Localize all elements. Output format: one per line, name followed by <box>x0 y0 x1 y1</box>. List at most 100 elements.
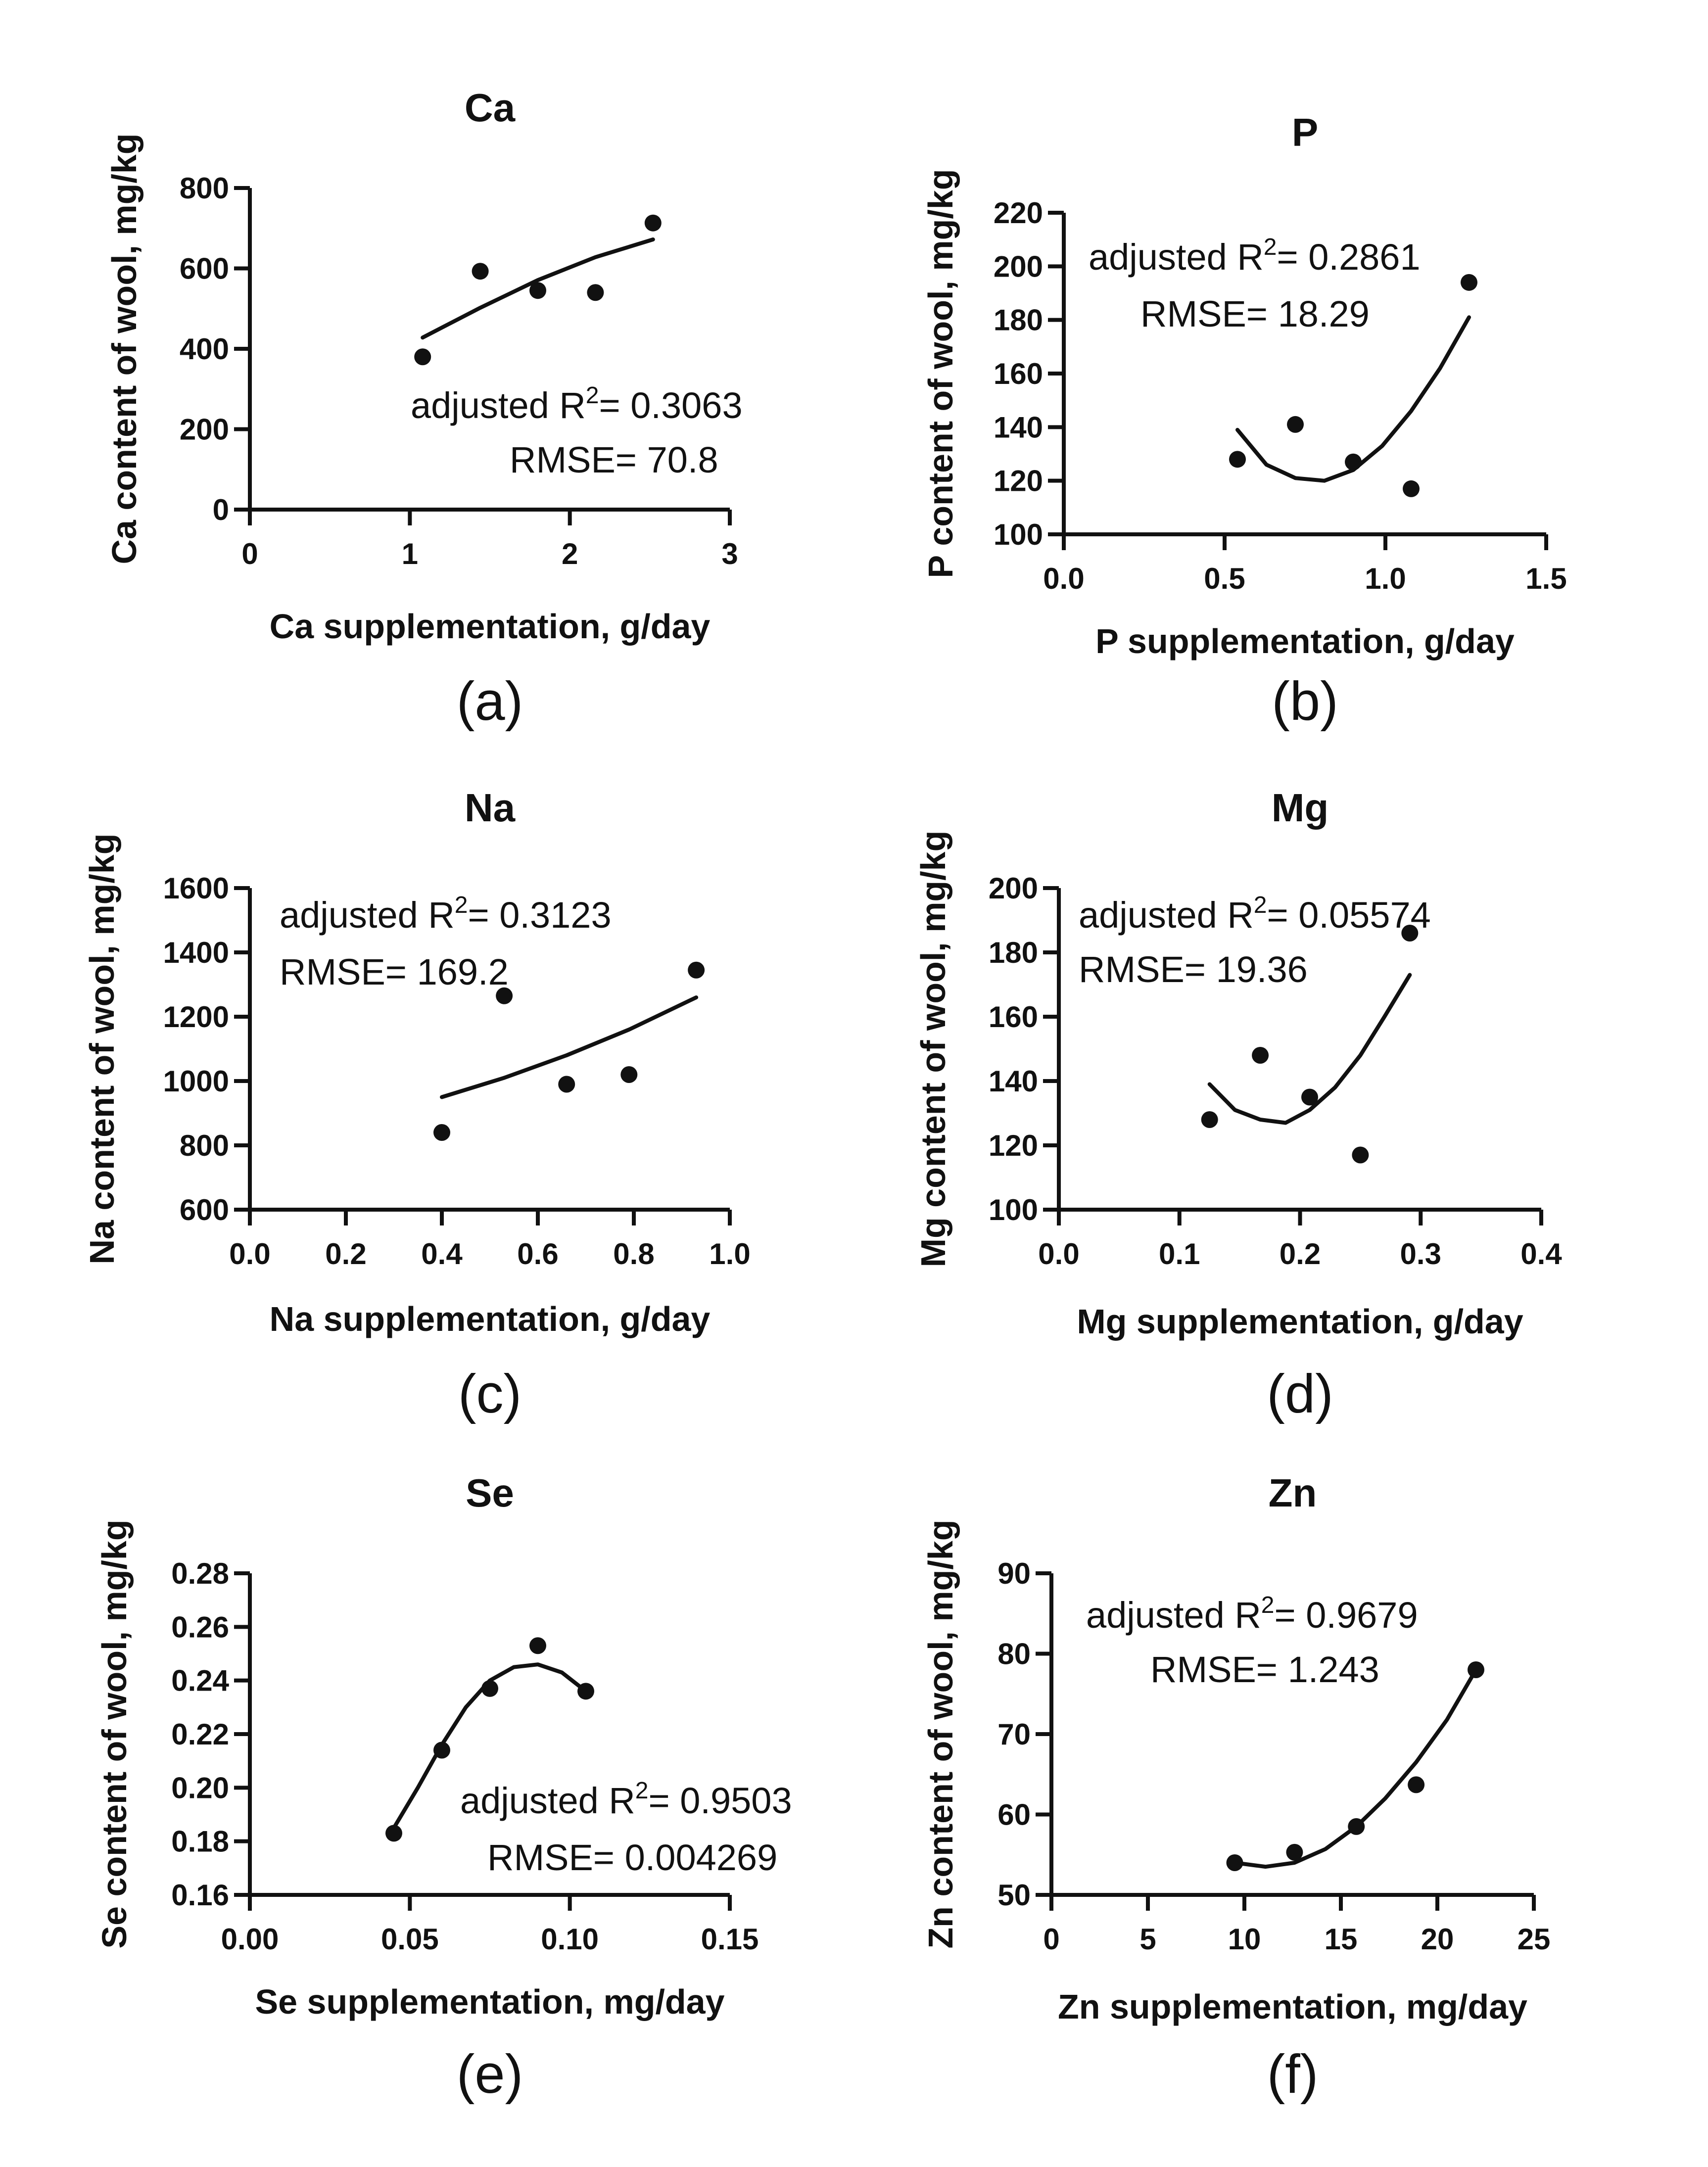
r-squared-value: = 0.05574 <box>1267 895 1430 936</box>
data-point <box>1348 1818 1365 1835</box>
x-tick-label: 0 <box>1043 1923 1059 1956</box>
fit-curve <box>1207 973 1412 1125</box>
r-squared-value: = 0.2861 <box>1277 236 1420 278</box>
chart-panel: P 100 120 140 160 180 200 220 0.0 0.5 1.0 1.5 P supp… <box>921 110 1567 732</box>
y-tick-label: 60 <box>997 1798 1031 1832</box>
x-tick-label: 15 <box>1325 1923 1358 1956</box>
r-squared-superscript: 2 <box>1254 892 1267 918</box>
rmse-annotation: RMSE= 169.2 <box>280 951 509 992</box>
y-tick-label: 400 <box>180 332 229 366</box>
y-axis-label: Se content of wool, mg/kg <box>95 1519 134 1948</box>
data-point <box>644 214 662 232</box>
x-tick-label: 0.05 <box>381 1923 439 1956</box>
data-point <box>1301 1088 1318 1106</box>
fit-curve <box>1233 1668 1478 1869</box>
data-point <box>529 1637 546 1654</box>
x-tick-label: 0.5 <box>1204 562 1245 595</box>
x-tick-label: 0.2 <box>1280 1237 1321 1271</box>
rmse-annotation: RMSE= 18.29 <box>1140 293 1370 334</box>
y-tick-label: 180 <box>989 936 1038 969</box>
data-point <box>433 1742 450 1759</box>
y-tick-label: 220 <box>994 196 1043 230</box>
panel-label: (d) <box>1267 1364 1333 1424</box>
data-point <box>1229 451 1246 468</box>
y-tick-label: 100 <box>994 518 1043 551</box>
chart-panel: Ca 0 200 400 600 800 0 1 2 3 Ca supplementation, g… <box>105 86 743 732</box>
data-point <box>558 1076 575 1093</box>
y-tick-label: 1600 <box>163 872 229 905</box>
x-tick-label: 0.3 <box>1400 1237 1441 1271</box>
x-tick-label: 1.5 <box>1525 562 1566 595</box>
x-tick-label: 3 <box>721 537 738 570</box>
data-point <box>385 1825 402 1842</box>
y-tick-label: 0 <box>213 493 229 526</box>
x-tick-label: 1.0 <box>709 1237 750 1271</box>
data-point <box>481 1680 498 1697</box>
panel-label: (e) <box>457 2044 523 2105</box>
r-squared-superscript: 2 <box>1264 234 1277 260</box>
y-tick-label: 1400 <box>163 936 229 969</box>
chart-title: Se <box>466 1471 514 1515</box>
y-tick-label: 0.20 <box>171 1771 229 1804</box>
y-axis-label: Zn content of wool, mg/kg <box>921 1519 960 1948</box>
chart-title: P <box>1292 110 1318 154</box>
y-tick-label: 0.24 <box>171 1664 229 1697</box>
r-squared-superscript: 2 <box>586 382 599 409</box>
x-tick-label: 0.8 <box>613 1237 654 1271</box>
data-point <box>1201 1111 1218 1128</box>
chart-title: Na <box>465 786 516 830</box>
x-tick-label: 0.2 <box>325 1237 366 1271</box>
x-tick-label: 20 <box>1421 1923 1454 1956</box>
r-squared-label: adjusted R <box>1089 236 1264 278</box>
y-tick-label: 1000 <box>163 1065 229 1098</box>
r-squared-annotation: adjusted R2= 0.9679 <box>1086 1592 1418 1636</box>
chart-title: Ca <box>465 86 516 130</box>
chart-panel: Mg 100 120 140 160 180 200 0.0 0.1 0.2 0.3 0.4 Mg su… <box>914 786 1562 1424</box>
panel-label: (f) <box>1267 2044 1319 2105</box>
data-point <box>577 1683 594 1700</box>
y-tick-label: 800 <box>180 172 229 205</box>
y-tick-label: 50 <box>997 1879 1031 1912</box>
x-tick-label: 0.15 <box>701 1923 759 1956</box>
x-tick-label: 0.10 <box>541 1923 599 1956</box>
data-point <box>433 1124 450 1141</box>
r-squared-label: adjusted R <box>1086 1595 1261 1636</box>
x-tick-label: 0.0 <box>229 1237 270 1271</box>
x-tick-label: 0.0 <box>1043 562 1084 595</box>
x-tick-label: 1 <box>402 537 418 570</box>
data-point <box>1226 1854 1243 1871</box>
data-point <box>496 987 513 1004</box>
x-tick-label: 10 <box>1228 1923 1261 1956</box>
r-squared-annotation: adjusted R2= 0.3123 <box>280 892 612 936</box>
x-tick-label: 0.0 <box>1038 1237 1079 1271</box>
r-squared-annotation: adjusted R2= 0.05574 <box>1079 892 1431 936</box>
x-tick-label: 0.1 <box>1159 1237 1200 1271</box>
y-tick-label: 140 <box>989 1065 1038 1098</box>
r-squared-label: adjusted R <box>411 385 586 426</box>
chart-panel: Na 600 800 1000 1200 1400 1600 0.0 0.2 0.4 0.6 0.8 1… <box>83 786 751 1424</box>
y-tick-label: 120 <box>994 465 1043 498</box>
data-point <box>472 263 489 280</box>
r-squared-superscript: 2 <box>1261 1592 1275 1618</box>
r-squared-annotation: adjusted R2= 0.9503 <box>460 1778 792 1821</box>
data-point <box>1403 480 1420 497</box>
y-tick-label: 200 <box>994 250 1043 283</box>
r-squared-value: = 0.9679 <box>1274 1595 1418 1636</box>
y-tick-label: 100 <box>989 1193 1038 1226</box>
r-squared-value: = 0.9503 <box>648 1780 792 1821</box>
y-tick-label: 140 <box>994 411 1043 444</box>
x-tick-label: 0 <box>241 537 258 570</box>
x-tick-label: 0.4 <box>1520 1237 1562 1271</box>
data-point <box>1408 1776 1425 1793</box>
y-tick-label: 0.22 <box>171 1718 229 1751</box>
y-tick-label: 90 <box>997 1557 1031 1590</box>
y-tick-label: 200 <box>180 413 229 446</box>
y-tick-label: 600 <box>180 1193 229 1226</box>
data-point <box>1287 416 1304 433</box>
data-point <box>688 961 705 979</box>
x-axis-label: Na supplementation, g/day <box>270 1300 711 1338</box>
y-tick-label: 0.16 <box>171 1879 229 1912</box>
x-tick-label: 0.00 <box>221 1923 279 1956</box>
r-squared-annotation: adjusted R2= 0.3063 <box>411 382 743 426</box>
r-squared-superscript: 2 <box>455 892 468 918</box>
